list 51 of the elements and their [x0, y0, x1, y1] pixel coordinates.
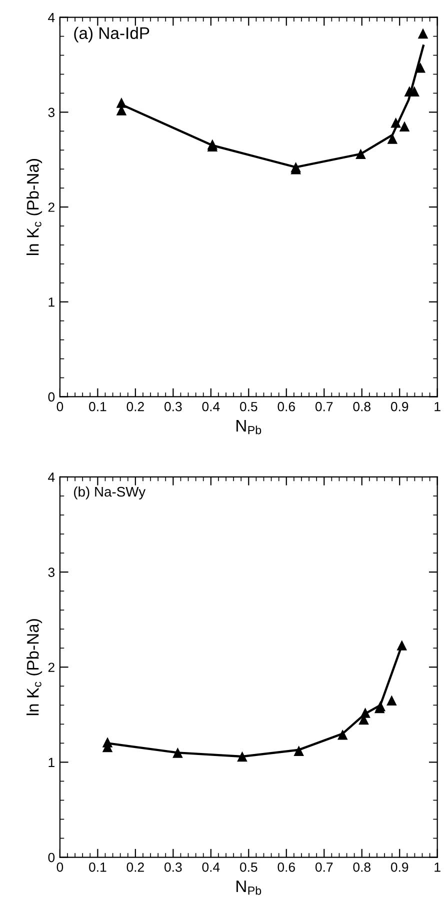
x-tick-label: 1: [434, 862, 440, 872]
x-tick-label: 0.4: [202, 402, 220, 412]
x-tick-label: 1: [434, 402, 440, 412]
y-tick-label: 0: [48, 392, 55, 402]
x-tick-label: 0.1: [89, 402, 106, 412]
point: [360, 708, 370, 718]
y-tick-label: 0: [48, 852, 55, 862]
annotation: (a) Na-IdP: [74, 26, 150, 42]
x-tick-label: 0.7: [315, 402, 333, 412]
x-tick-label: 0.6: [278, 402, 295, 412]
x-tick-label: 0.7: [315, 862, 333, 872]
y-tick-label: 3: [48, 108, 54, 118]
point: [399, 121, 410, 132]
y-tick-label: 1: [48, 758, 54, 767]
point: [116, 98, 127, 108]
point: [390, 117, 401, 128]
x-tick-label: 0: [56, 862, 64, 872]
y-axis-title: ln K$_{c}$ (Pb-Na): [26, 619, 42, 716]
x-tick-label: 0.6: [278, 862, 295, 872]
y-tick-label: 2: [48, 662, 54, 672]
y-tick-label: 3: [48, 568, 54, 577]
x-axis-title: N$_{Pb}$: [236, 880, 262, 895]
annotation: (b) Na-SWy: [74, 486, 146, 500]
x-tick-label: 0.5: [240, 862, 258, 872]
x-axis-title: N$_{Pb}$: [236, 420, 262, 434]
x-tick-label: 0.2: [126, 402, 144, 412]
y-tick-label: 1: [48, 298, 54, 307]
point: [294, 746, 304, 756]
x-tick-label: 0.2: [126, 862, 144, 872]
x-tick-label: 0.8: [353, 862, 370, 872]
y-axis-title: ln K$_{c}$ (Pb-Na): [26, 159, 42, 255]
x-tick-label: 0.8: [353, 402, 370, 412]
point: [337, 729, 348, 740]
point: [418, 28, 428, 39]
x-tick-label: 0.3: [164, 862, 182, 872]
x-tick-label: 0.5: [240, 402, 258, 412]
x-tick-label: 0.1: [89, 862, 106, 872]
x-tick-label: 0: [56, 402, 64, 412]
x-tick-label: 0.3: [164, 402, 182, 412]
point: [396, 640, 408, 650]
point: [172, 748, 183, 758]
point: [386, 695, 397, 706]
point: [356, 148, 366, 160]
x-tick-label: 0.4: [202, 862, 220, 872]
y-tick-label: 2: [48, 202, 54, 212]
x-tick-label: 0.9: [390, 862, 408, 872]
point: [237, 751, 248, 762]
x-tick-label: 0.9: [390, 402, 408, 412]
y-tick-label: 4: [48, 472, 55, 482]
y-tick-label: 4: [48, 13, 55, 22]
point: [387, 134, 398, 144]
